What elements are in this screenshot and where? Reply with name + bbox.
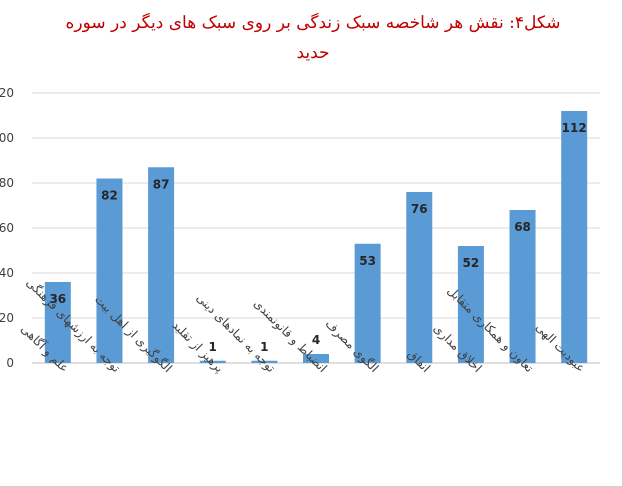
data-label: 68: [514, 220, 531, 234]
y-tick-label: 60: [0, 221, 14, 235]
y-tick-label: 40: [0, 266, 14, 280]
data-label: 52: [463, 256, 480, 270]
y-tick-label: 100: [0, 131, 14, 145]
data-label: 76: [411, 202, 428, 216]
chart-title: شکل۴: نقش هر شاخصه سبک زندگی بر روی سبک …: [65, 13, 561, 63]
bar: [44, 282, 71, 363]
data-label: 1: [209, 340, 217, 354]
y-tick-label: 80: [0, 176, 14, 190]
bar: [406, 192, 433, 363]
bar: [561, 111, 588, 363]
y-tick-label: 20: [0, 311, 14, 325]
data-label: 82: [101, 189, 118, 203]
data-label: 4: [312, 333, 320, 347]
y-tick-label: 120: [0, 86, 14, 100]
data-label: 87: [153, 177, 170, 191]
y-tick-label: 0: [6, 356, 14, 370]
bar: [148, 167, 175, 363]
category-label: پرهیز از تقلید: [169, 318, 227, 376]
data-label: 1: [260, 340, 268, 354]
bar: [354, 243, 381, 363]
data-label: 112: [562, 121, 587, 135]
bar: [509, 210, 536, 363]
bar: [457, 246, 484, 363]
data-label: 53: [359, 254, 376, 268]
data-label: 36: [49, 292, 66, 306]
bar: [199, 360, 226, 363]
bar: [251, 360, 278, 363]
bar: [303, 354, 329, 363]
bar: [96, 178, 123, 363]
